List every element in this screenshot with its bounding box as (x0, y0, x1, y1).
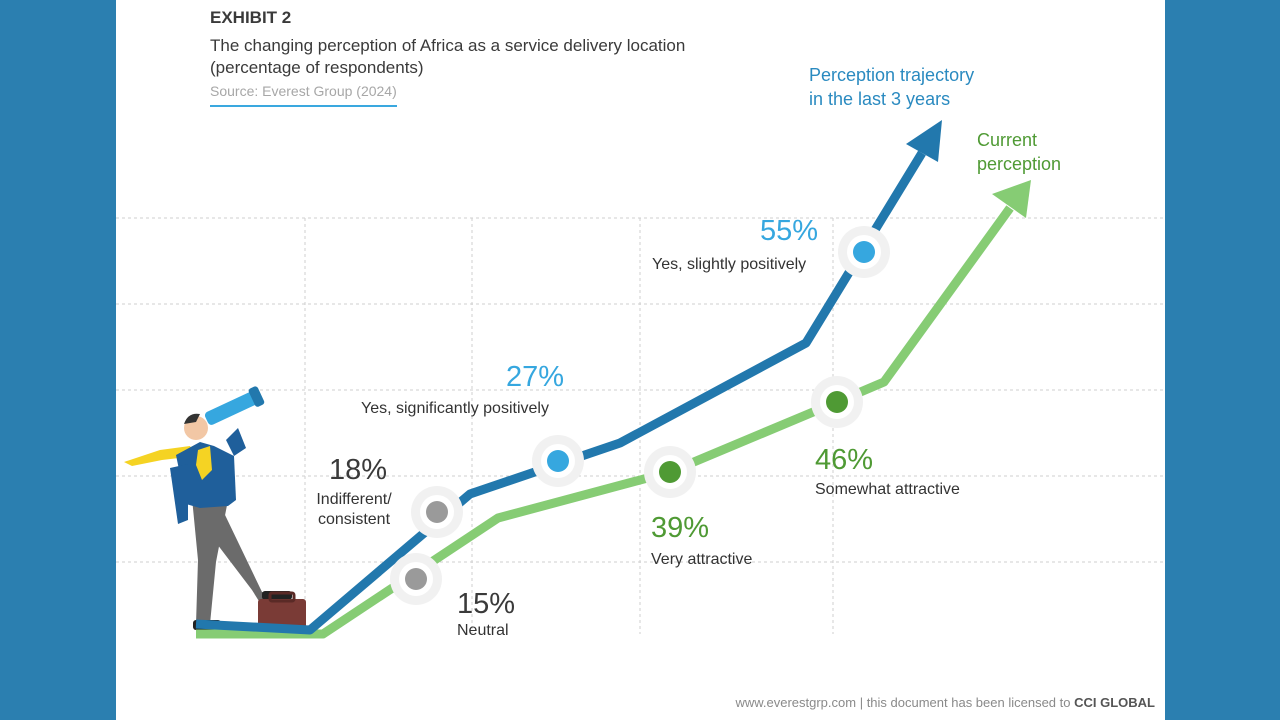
marker-indifferent (411, 486, 463, 538)
subtitle-line-1: The changing perception of Africa as a s… (210, 36, 686, 55)
marker-very-attractive (644, 446, 696, 498)
marker-neutral (390, 553, 442, 605)
legend-current-line1: Current (977, 130, 1038, 150)
chart-series-lines (195, 120, 1031, 639)
marker-slightly-positive (838, 226, 890, 278)
left-frame (0, 0, 116, 720)
point-label-very-attractive: Very attractive (651, 551, 753, 568)
person-with-telescope-illustration (124, 386, 306, 631)
footer-site-text: www.everestgrp.com | this document has b… (735, 695, 1075, 710)
point-label-neutral: Neutral (457, 622, 509, 639)
chart-markers (390, 226, 890, 605)
point-label-somewhat-attractive: Somewhat attractive (815, 481, 960, 498)
point-value-very-attractive: 39% (651, 512, 710, 544)
marker-very-attractive-dot (659, 461, 681, 483)
current-perception-arrowhead (992, 180, 1031, 218)
perception-chart (116, 120, 1165, 639)
marker-significantly-positive-dot (547, 450, 569, 472)
footer-license-note: www.everestgrp.com | this document has b… (735, 695, 1155, 710)
marker-slightly-positive-dot (853, 241, 875, 263)
marker-somewhat-attractive (811, 376, 863, 428)
source-note: Source: Everest Group (2024) (210, 83, 397, 107)
point-value-indifferent: 18% (329, 454, 388, 486)
point-value-somewhat-attractive: 46% (815, 444, 874, 476)
legend-current-line2: perception (977, 154, 1062, 174)
legend-trajectory-line1: Perception trajectory (809, 65, 975, 85)
right-frame (1165, 0, 1280, 720)
exhibit-label: EXHIBIT 2 (210, 8, 292, 27)
marker-indifferent-dot (426, 501, 448, 523)
marker-somewhat-attractive-dot (826, 391, 848, 413)
marker-neutral-dot (405, 568, 427, 590)
point-value-neutral: 15% (457, 588, 516, 620)
legend-trajectory: Perception trajectory in the last 3 year… (809, 63, 974, 111)
point-label-significantly-positive: Yes, significantly positively (361, 400, 549, 417)
point-label-indifferent: Indifferent/ consistent (316, 491, 392, 528)
series-line-current-perception (196, 205, 1014, 639)
legend-trajectory-line2: in the last 3 years (809, 89, 951, 109)
marker-significantly-positive (532, 435, 584, 487)
point-value-significantly-positive: 27% (506, 361, 565, 393)
exhibit-panel: EXHIBIT 2 The changing perception of Afr… (116, 0, 1165, 720)
point-value-slightly-positive: 55% (760, 215, 819, 247)
legend-current: Current perception (977, 128, 1061, 176)
footer-licensee: CCI GLOBAL (1074, 695, 1155, 710)
exhibit-subtitle: The changing perception of Africa as a s… (210, 35, 770, 79)
subtitle-line-2: (percentage of respondents) (210, 58, 424, 77)
point-label-slightly-positive: Yes, slightly positively (652, 256, 807, 273)
chart-grid (116, 217, 1165, 634)
trajectory-arrowhead (906, 120, 942, 162)
